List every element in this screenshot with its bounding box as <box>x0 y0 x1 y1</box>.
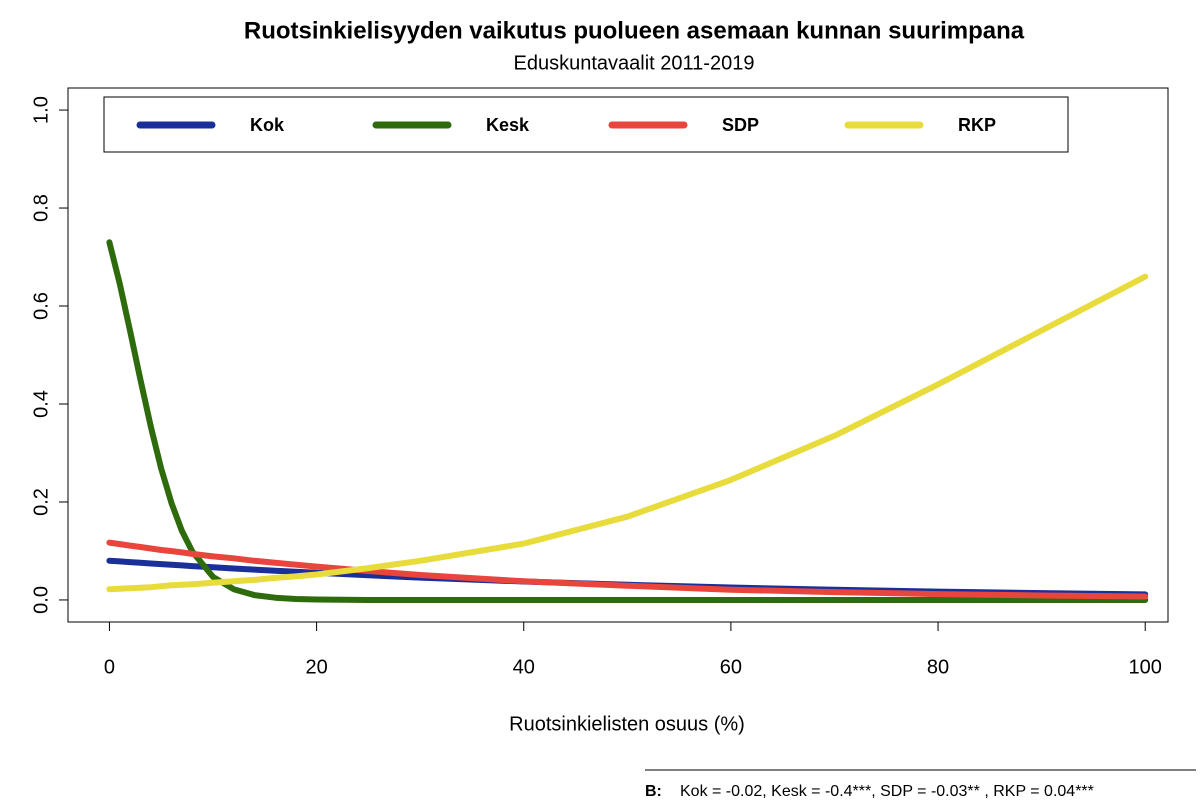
y-tick-label: 0.2 <box>30 488 52 516</box>
note-label: B: <box>645 783 662 800</box>
chart-title: Ruotsinkielisyyden vaikutus puolueen ase… <box>244 17 1025 44</box>
series-line <box>106 539 1149 600</box>
x-tick-label: 80 <box>927 656 949 678</box>
x-tick-label: 0 <box>104 656 115 678</box>
chart-subtitle: Eduskuntavaalit 2011-2019 <box>514 52 755 74</box>
y-tick-label: 0.0 <box>30 586 52 614</box>
x-tick-label: 100 <box>1129 656 1162 678</box>
y-tick-label: 1.0 <box>30 96 52 124</box>
legend-label: Kesk <box>486 115 530 135</box>
series-line <box>106 239 1149 603</box>
note: Kok = -0.02, Kesk = -0.4***, SDP = -0.03… <box>680 783 1094 800</box>
series-line <box>106 273 1149 593</box>
x-tick-label: 20 <box>305 656 327 678</box>
plot-frame <box>67 87 1169 623</box>
x-tick-label: 40 <box>513 656 535 678</box>
x-tick-label: 60 <box>720 656 742 678</box>
legend-label: SDP <box>722 115 759 135</box>
y-tick-label: 0.4 <box>30 390 52 418</box>
y-tick-label: 0.6 <box>30 292 52 320</box>
x-axis-label: Ruotsinkielisten osuus (%) <box>509 713 745 735</box>
y-tick-label: 0.8 <box>30 194 52 222</box>
legend-label: RKP <box>958 115 996 135</box>
legend-label: Kok <box>250 115 285 135</box>
